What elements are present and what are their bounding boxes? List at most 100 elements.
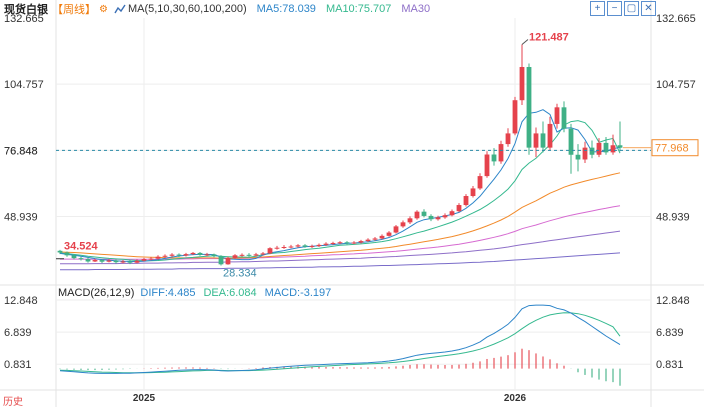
candle-body [155, 256, 161, 259]
candle-body [253, 254, 259, 256]
candle-body [176, 254, 182, 256]
candle-body [302, 245, 308, 247]
time-axis-label: 2026 [504, 393, 527, 404]
candle-body [106, 260, 112, 262]
candle-body [582, 147, 588, 160]
macd-tick-label-right: 12.848 [656, 295, 690, 307]
macd-header: MACD(26,12,9) DIFF:4.485 DEA:6.084 MACD:… [58, 287, 331, 299]
ma100-line [60, 230, 621, 265]
candle-body [120, 261, 126, 263]
candle-body [393, 226, 399, 233]
candle-body [491, 154, 497, 162]
candle-body [162, 255, 168, 257]
candle-body [64, 252, 70, 256]
candle-body [204, 254, 210, 256]
candle-body [512, 100, 518, 134]
close-icon[interactable]: ✕ [641, 1, 656, 16]
candle-body [211, 254, 217, 257]
ma-settings-label[interactable]: MA(5,10,30,60,100,200) [127, 3, 247, 15]
candle-body [407, 218, 413, 223]
gear-icon[interactable]: ⚙ [99, 3, 108, 15]
candle-body [239, 254, 245, 256]
min-price-label: 28.334 [223, 267, 257, 279]
ma5-value: MA5:78.039 [256, 3, 316, 15]
ma10-value: MA10:75.707 [325, 3, 392, 15]
time-axis-label: 2025 [133, 393, 156, 404]
candle-body [134, 260, 140, 263]
candle-body [148, 258, 154, 260]
price-tick-label-right: 132.665 [656, 13, 696, 25]
candle-body [589, 147, 595, 155]
candle-body [218, 256, 224, 265]
candle-body [540, 133, 546, 148]
candle-body [246, 254, 252, 256]
candle-body [316, 244, 322, 247]
candle-body [610, 145, 616, 153]
candle-body [533, 133, 539, 148]
candle-body [442, 215, 448, 218]
candle-body [421, 211, 427, 216]
candle-body [260, 253, 266, 255]
candle-body [295, 245, 301, 247]
last-price-label: 77.968 [655, 143, 689, 155]
candle-body [309, 246, 315, 248]
candle-body [85, 259, 91, 262]
candle-body [519, 67, 525, 101]
candle-body [575, 154, 581, 160]
candle-body [57, 250, 63, 253]
candle-body [365, 239, 371, 242]
candle-body [386, 232, 392, 236]
candle-body [330, 242, 336, 244]
price-tick-label-left: 76.848 [4, 145, 38, 157]
candle-body [337, 242, 343, 244]
zoom-out-button[interactable]: − [607, 1, 622, 16]
candle-body [414, 211, 420, 219]
candle-body [456, 205, 462, 212]
price-tick-label-right: 104.757 [656, 79, 696, 91]
candle-body [400, 222, 406, 227]
instrument-title: 现货白银 [4, 4, 48, 16]
candle-body [92, 260, 98, 262]
candle-body [183, 254, 189, 256]
candle-body [127, 261, 133, 263]
candle-body [505, 133, 511, 145]
price-tick-label-right: 48.939 [656, 212, 690, 224]
price-tick-label-left: 104.757 [4, 79, 44, 91]
candle-body [274, 247, 280, 249]
reset-view-button[interactable]: ▢ [624, 1, 639, 16]
candle-body [99, 260, 105, 262]
candle-body [169, 254, 175, 256]
price-tick-label-left: 48.939 [4, 212, 38, 224]
candle-body [323, 243, 329, 245]
macd-title: MACD(26,12,9) [58, 287, 135, 299]
candle-body [477, 176, 483, 189]
candle-body [435, 217, 441, 220]
candle-body [288, 246, 294, 248]
macd-tick-label-left: 6.839 [4, 327, 32, 339]
macd-hist-value: MACD:-3.197 [264, 287, 332, 299]
candle-body [463, 196, 469, 206]
candle-body [484, 154, 490, 177]
start-price-label: 34.524 [64, 241, 99, 253]
macd-diff-value: DIFF:4.485 [140, 287, 196, 299]
candle-body [351, 242, 357, 244]
crosshair-price-label: 76.848 [4, 145, 38, 157]
candle-body [232, 255, 238, 258]
ma200-line [60, 252, 621, 271]
zoom-in-button[interactable]: + [590, 1, 605, 16]
ma30-value: MA30 [401, 3, 431, 15]
candle-body [568, 128, 574, 155]
history-label[interactable]: 历史 [3, 397, 23, 408]
macd-tick-label-left: 0.831 [4, 359, 32, 371]
candle-body [190, 252, 196, 255]
last-price-box [651, 139, 699, 157]
candle-body [547, 123, 553, 148]
candle-body [554, 107, 560, 124]
macd-tick-label-right: 6.839 [656, 327, 684, 339]
candle-body [358, 241, 364, 243]
period-selector[interactable]: 【周线】 [52, 4, 96, 16]
price-tick-label-left: 132.665 [4, 13, 44, 25]
candle-body [372, 238, 378, 240]
candle-body [141, 259, 147, 261]
